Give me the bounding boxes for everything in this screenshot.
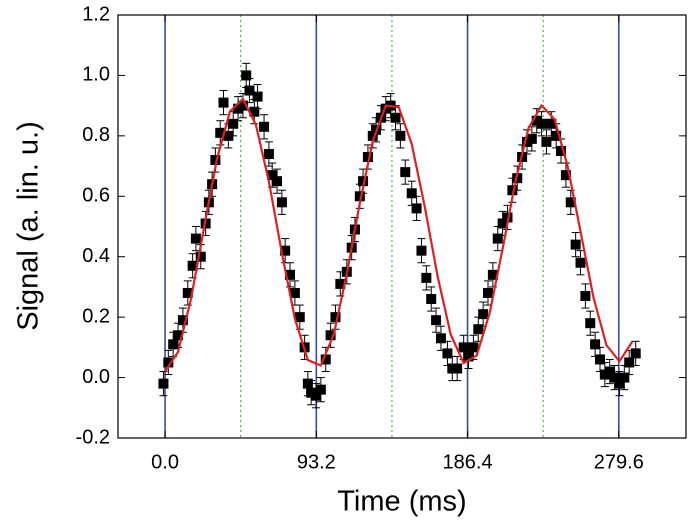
data-point xyxy=(285,269,296,280)
data-point xyxy=(492,233,503,244)
data-point xyxy=(280,245,291,256)
data-point xyxy=(411,203,422,214)
data-point xyxy=(468,342,479,353)
x-tick-label: 186.4 xyxy=(443,451,493,473)
data-point xyxy=(570,239,581,250)
data-point xyxy=(252,91,263,102)
data-point xyxy=(276,197,287,208)
data-point xyxy=(325,330,336,341)
data-point xyxy=(259,121,270,132)
data-point xyxy=(315,384,326,395)
data-point xyxy=(367,130,378,141)
data-point xyxy=(218,97,229,108)
data-point xyxy=(241,70,252,81)
data-point xyxy=(580,290,591,301)
data-point xyxy=(215,127,226,138)
data-point xyxy=(560,170,571,181)
data-point xyxy=(526,133,537,144)
data-point xyxy=(585,318,596,329)
data-point xyxy=(330,312,341,323)
data-point xyxy=(497,218,508,229)
y-tick-label: 0.6 xyxy=(82,185,110,207)
data-point xyxy=(442,348,453,359)
x-axis-title: Time (ms) xyxy=(337,486,466,518)
data-point xyxy=(575,257,586,268)
data-point xyxy=(190,233,201,244)
data-point xyxy=(400,167,411,178)
data-point xyxy=(354,191,365,202)
data-point xyxy=(556,145,567,156)
data-point xyxy=(458,342,469,353)
data-point xyxy=(210,155,221,166)
data-point xyxy=(541,136,552,147)
data-point xyxy=(630,348,641,359)
data-point xyxy=(182,287,193,298)
data-point xyxy=(294,312,305,323)
data-point xyxy=(483,287,494,298)
y-tick-label: 1.2 xyxy=(82,3,110,25)
y-tick-label: 0.4 xyxy=(82,245,110,267)
data-point xyxy=(163,357,174,368)
data-point xyxy=(310,390,321,401)
data-point xyxy=(546,118,557,129)
data-point xyxy=(237,100,248,111)
data-point xyxy=(536,118,547,129)
data-point xyxy=(421,272,432,283)
x-tick-label: 93.2 xyxy=(297,451,336,473)
plot-frame xyxy=(117,14,687,439)
y-axis-title: Signal (a. lin. u.) xyxy=(13,121,45,331)
data-point xyxy=(551,130,562,141)
data-point xyxy=(223,130,234,141)
data-point xyxy=(249,106,260,117)
x-tick-label: 279.6 xyxy=(594,451,644,473)
y-tick-label: 1.0 xyxy=(82,64,110,86)
data-point xyxy=(390,112,401,123)
data-point xyxy=(435,333,446,344)
data-point xyxy=(507,185,518,196)
data-point xyxy=(426,294,437,305)
y-tick-label: 0.2 xyxy=(82,305,110,327)
data-point xyxy=(487,269,498,280)
data-point xyxy=(431,315,442,326)
data-point xyxy=(624,357,635,368)
y-tick-label: 0.8 xyxy=(82,124,110,146)
data-point xyxy=(289,287,300,298)
x-tick-label: 0.0 xyxy=(151,451,179,473)
fit-line xyxy=(164,97,634,373)
data-point xyxy=(473,324,484,335)
data-point xyxy=(406,188,417,199)
data-point xyxy=(177,315,188,326)
data-point xyxy=(463,351,474,362)
data-point xyxy=(187,260,198,271)
data-point xyxy=(195,251,206,262)
data-point xyxy=(320,354,331,365)
y-tick-label: -0.2 xyxy=(76,426,110,448)
data-point xyxy=(272,176,283,187)
data-point xyxy=(416,245,427,256)
data-point xyxy=(609,372,620,383)
data-point xyxy=(395,130,406,141)
y-tick-label: 0.0 xyxy=(82,366,110,388)
data-point xyxy=(590,339,601,350)
data-point xyxy=(362,152,373,163)
data-point xyxy=(173,330,184,341)
data-point xyxy=(565,197,576,208)
data-point xyxy=(358,176,369,187)
data-point xyxy=(452,363,463,374)
data-point xyxy=(604,366,615,377)
data-point xyxy=(263,148,274,159)
data-point xyxy=(614,378,625,389)
data-point xyxy=(594,354,605,365)
data-point xyxy=(158,378,169,389)
data-point xyxy=(478,309,489,320)
data-point xyxy=(228,118,239,129)
data-point xyxy=(335,278,346,289)
data-point xyxy=(619,372,630,383)
data-point xyxy=(168,339,179,350)
data-point xyxy=(244,85,255,96)
data-point xyxy=(302,378,313,389)
data-point xyxy=(267,170,278,181)
